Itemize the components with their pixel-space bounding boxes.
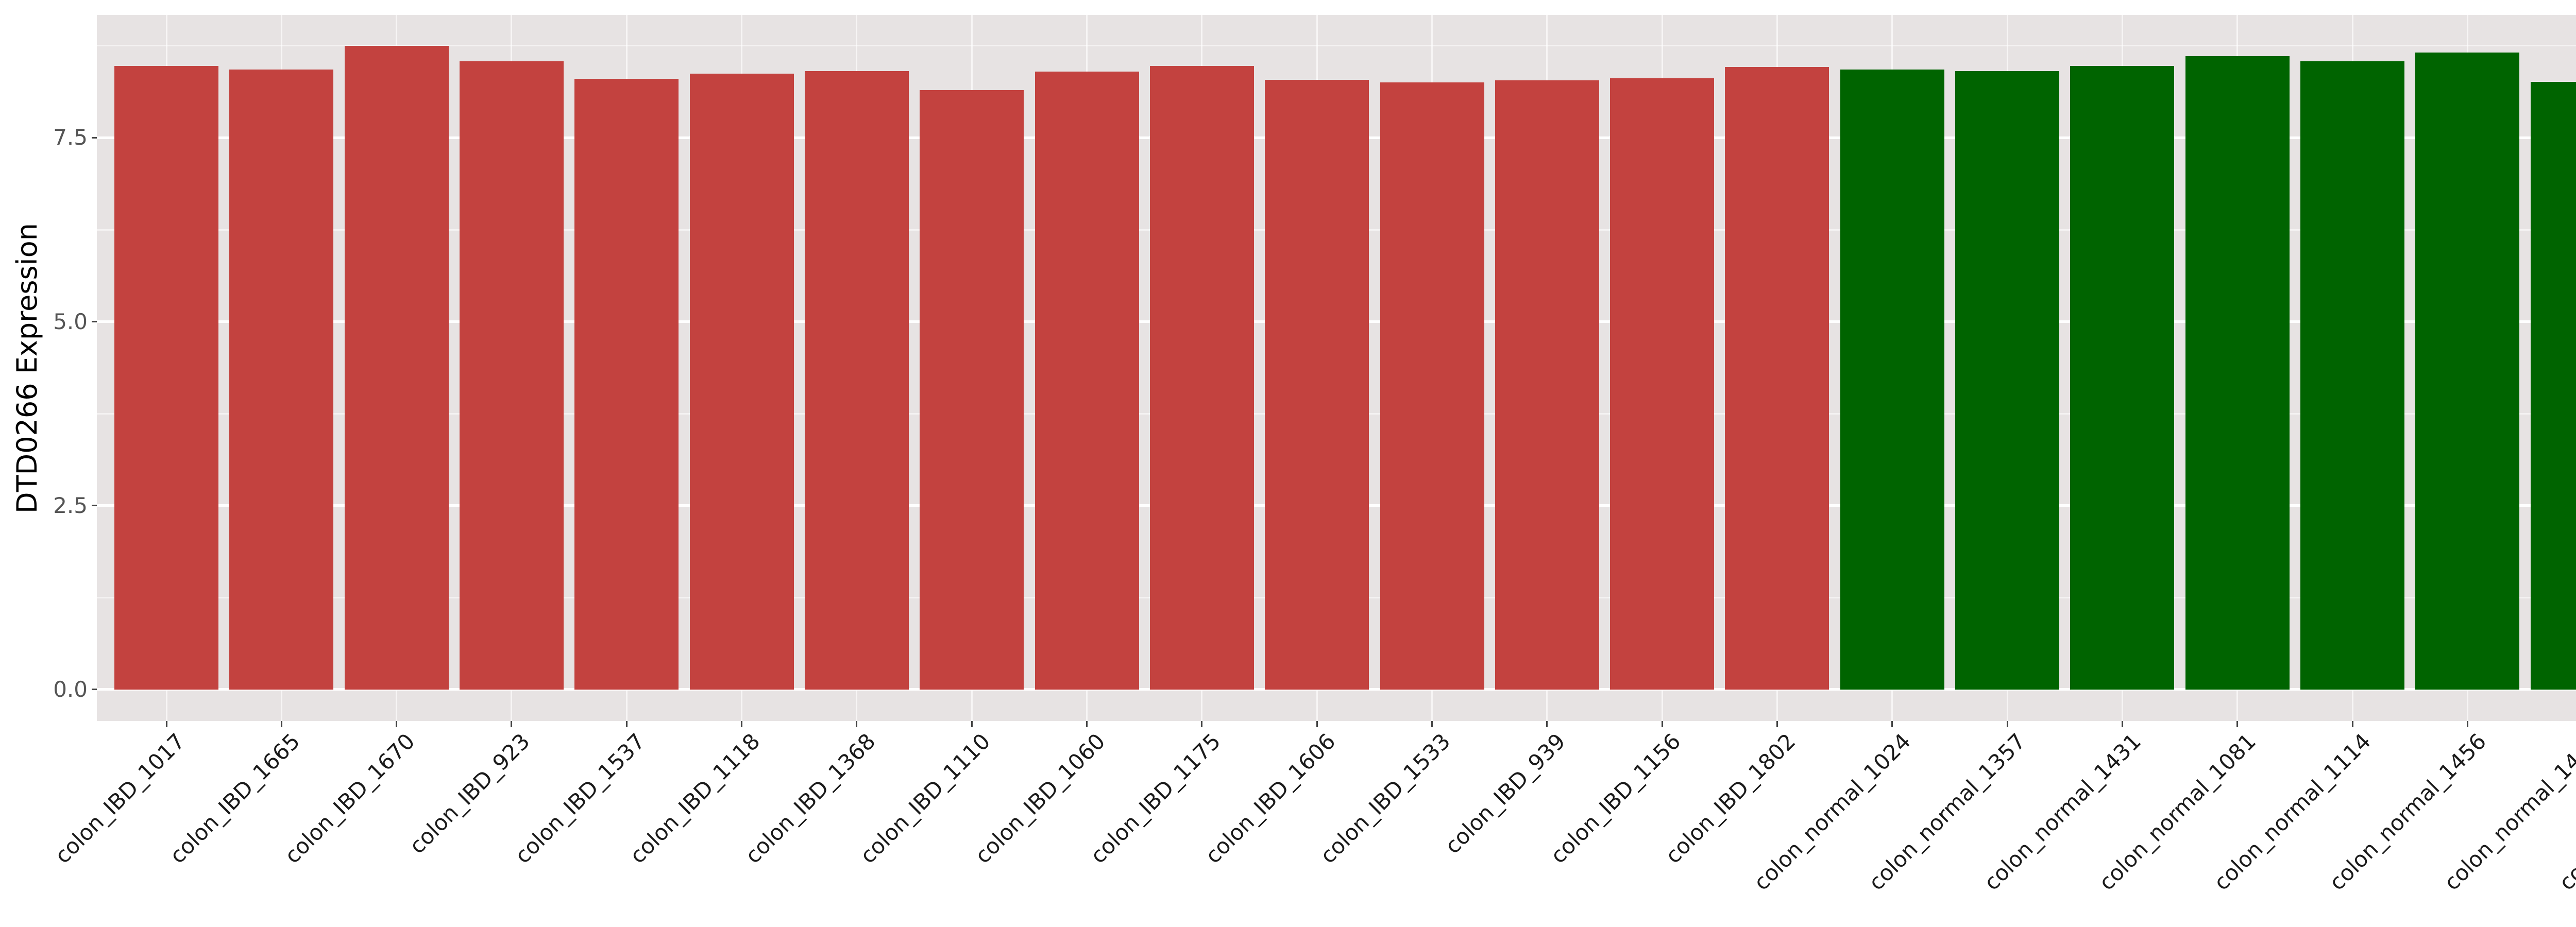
bar-colon_IBD_939 — [1495, 80, 1599, 690]
bar-colon_IBD_1017 — [114, 65, 218, 690]
x-tick-mark — [2236, 721, 2239, 727]
bar-colon_IBD_1606 — [1265, 79, 1369, 690]
x-tick-mark — [2351, 721, 2353, 727]
x-tick-label-colon_IBD_923: colon_IBD_923 — [404, 728, 535, 859]
x-tick-mark — [1661, 721, 1663, 727]
bar-colon_IBD_923 — [459, 61, 564, 690]
bar-colon_normal_1431 — [2070, 65, 2175, 690]
y-tick-mark — [92, 136, 97, 139]
y-tick-mark — [92, 505, 97, 507]
bar-colon_IBD_1110 — [920, 90, 1024, 690]
x-tick-label-colon_IBD_939: colon_IBD_939 — [1440, 728, 1571, 859]
bar-colon_normal_1440 — [2530, 81, 2576, 690]
plot-panel — [97, 15, 2576, 721]
bar-colon_IBD_1118 — [689, 74, 794, 690]
bar-colon_normal_1456 — [2415, 52, 2520, 690]
bar-colon_normal_1357 — [1955, 71, 2060, 690]
y-tick-mark — [92, 321, 97, 323]
x-tick-mark — [2121, 721, 2123, 727]
x-tick-mark — [1431, 721, 1433, 727]
bar-colon_IBD_1060 — [1035, 71, 1139, 690]
bar-colon_IBD_1670 — [344, 45, 449, 690]
x-tick-mark — [2466, 721, 2468, 727]
bar-colon_IBD_1665 — [229, 69, 334, 690]
x-tick-mark — [971, 721, 973, 727]
y-tick-label-5.0: 5.0 — [53, 308, 88, 334]
x-tick-mark — [1201, 721, 1203, 727]
x-tick-label-colon_IBD_1670: colon_IBD_1670 — [280, 728, 420, 869]
y-axis-title: DTD0266 Expression — [11, 222, 43, 513]
y-minor-gridline — [97, 45, 2576, 47]
x-tick-mark — [1316, 721, 1318, 727]
bar-colon_normal_1114 — [2300, 61, 2405, 690]
y-tick-label-7.5: 7.5 — [53, 125, 88, 150]
x-tick-label-colon_IBD_1533: colon_IBD_1533 — [1315, 728, 1455, 869]
x-tick-mark — [741, 721, 743, 727]
bar-colon_IBD_1156 — [1610, 78, 1715, 690]
x-tick-mark — [280, 721, 282, 727]
x-tick-mark — [396, 721, 398, 727]
x-tick-mark — [165, 721, 167, 727]
x-tick-mark — [1086, 721, 1088, 727]
y-major-gridline — [97, 688, 2576, 691]
x-tick-mark — [856, 721, 858, 727]
x-tick-mark — [1546, 721, 1548, 727]
y-tick-label-2.5: 2.5 — [53, 492, 88, 518]
y-tick-mark — [92, 689, 97, 691]
bar-colon_IBD_1175 — [1149, 65, 1254, 690]
bar-colon_IBD_1533 — [1380, 82, 1484, 690]
y-tick-label-0.0: 0.0 — [53, 676, 88, 702]
bar-colon_IBD_1537 — [574, 79, 679, 690]
x-tick-mark — [625, 721, 628, 727]
bar-colon_normal_1024 — [1840, 69, 1944, 690]
x-tick-mark — [511, 721, 513, 727]
x-tick-mark — [2006, 721, 2008, 727]
bar-colon_IBD_1802 — [1725, 67, 1829, 690]
x-tick-mark — [1776, 721, 1778, 727]
x-tick-mark — [1891, 721, 1893, 727]
bar-colon_IBD_1368 — [804, 71, 909, 690]
bar-colon_normal_1081 — [2185, 56, 2290, 690]
